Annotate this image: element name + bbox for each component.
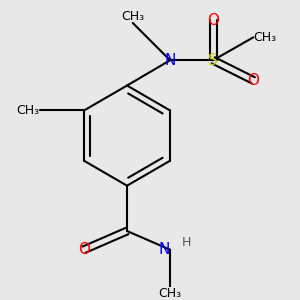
Text: CH₃: CH₃: [158, 287, 182, 300]
Text: N: N: [159, 242, 170, 257]
Text: O: O: [247, 73, 259, 88]
Text: CH₃: CH₃: [16, 104, 40, 117]
Text: H: H: [182, 236, 191, 249]
Text: CH₃: CH₃: [253, 31, 276, 44]
Text: CH₃: CH₃: [121, 10, 144, 23]
Text: O: O: [78, 242, 90, 257]
Text: S: S: [208, 53, 218, 68]
Text: N: N: [164, 53, 176, 68]
Text: O: O: [207, 13, 219, 28]
